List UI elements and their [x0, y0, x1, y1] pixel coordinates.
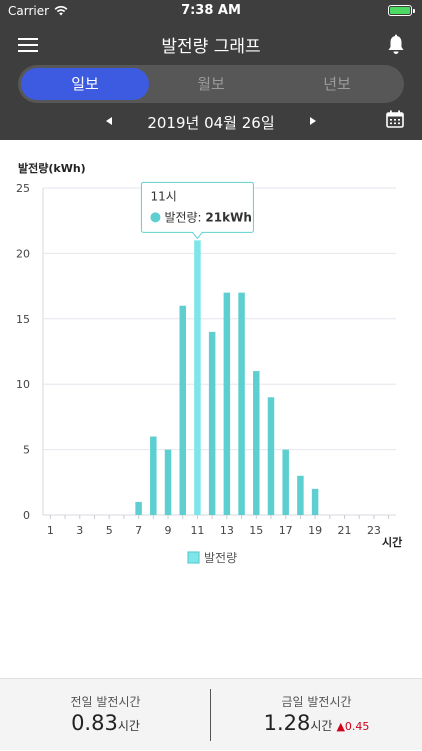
- bar-hour-11: [194, 240, 201, 515]
- y-tick-label: 15: [16, 313, 30, 326]
- status-left: Carrier: [8, 4, 68, 18]
- x-tick-label: 17: [279, 524, 293, 537]
- x-tick-label: 13: [220, 524, 234, 537]
- x-tick-label: 19: [308, 524, 322, 537]
- bar-hour-10: [179, 305, 186, 515]
- bar-hour-13: [223, 292, 231, 515]
- bar-hour-16: [267, 397, 275, 515]
- today-value-line: 1.28시간 ▲0.45: [211, 711, 422, 735]
- today-summary: 금일 발전시간 1.28시간 ▲0.45: [211, 679, 422, 751]
- x-tick-label: 23: [367, 524, 381, 537]
- today-delta: ▲0.45: [336, 720, 369, 733]
- x-tick-label: 21: [338, 524, 352, 537]
- tooltip-series-name: 발전량:: [164, 210, 205, 224]
- tab-yearly[interactable]: 년보: [323, 75, 351, 93]
- today-unit: 시간: [310, 719, 333, 733]
- date-label: 2019년 04월 26일: [147, 114, 275, 132]
- period-segmented-control: 일보 월보 년보: [18, 65, 404, 103]
- bar-hour-18: [297, 475, 304, 515]
- x-tick-label: 15: [249, 524, 263, 537]
- status-bar: Carrier 7:38 AM: [0, 0, 422, 22]
- x-axis-title: 시간: [382, 535, 402, 549]
- battery-cap: [413, 9, 415, 13]
- bar-hour-19: [311, 488, 319, 515]
- bell-icon[interactable]: [386, 34, 406, 56]
- bar-hour-14: [238, 292, 245, 515]
- page-title: 발전량 그래프: [161, 37, 261, 57]
- previous-day-summary: 전일 발전시간 0.83시간: [0, 679, 211, 751]
- tooltip-dot: [150, 212, 161, 223]
- header: Carrier 7:38 AM 발전량 그래프 일보 월보 년보 2019년 0…: [0, 0, 422, 140]
- y-tick-label: 25: [16, 182, 30, 195]
- tooltip-title: 11시: [150, 189, 176, 203]
- tooltip-pointer: [192, 231, 203, 240]
- calendar-icon[interactable]: [386, 110, 404, 128]
- today-label: 금일 발전시간: [281, 695, 352, 709]
- bar-hour-17: [282, 449, 289, 515]
- x-tick-label: 9: [165, 524, 172, 537]
- status-time: 7:38 AM: [181, 3, 241, 18]
- tab-monthly[interactable]: 월보: [197, 75, 225, 93]
- today-delta-value: 0.45: [344, 720, 370, 733]
- bar-hour-12: [208, 331, 216, 515]
- next-date-button[interactable]: [310, 117, 316, 125]
- hamburger-menu-icon[interactable]: [18, 38, 38, 52]
- battery-icon: [388, 5, 415, 16]
- today-value: 1.28: [263, 711, 311, 735]
- previous-day-value: 0.83: [71, 711, 118, 735]
- wifi-icon: [54, 6, 68, 16]
- x-tick-label: 5: [106, 524, 113, 537]
- y-tick-label: 0: [23, 509, 30, 522]
- x-tick-label: 11: [190, 524, 204, 537]
- carrier-label: Carrier: [8, 4, 50, 18]
- x-tick-label: 3: [76, 524, 83, 537]
- legend-label: 발전량: [204, 551, 237, 565]
- previous-day-value-line: 0.83시간: [0, 711, 211, 735]
- battery-fill: [390, 7, 410, 14]
- y-axis-title: 발전량(kWh): [18, 161, 86, 175]
- previous-day-label: 전일 발전시간: [70, 695, 141, 709]
- legend-swatch: [187, 551, 200, 564]
- previous-day-unit: 시간: [117, 719, 140, 733]
- tooltip-value: 21kWh: [205, 210, 251, 224]
- date-selector: 2019년 04월 26일: [0, 110, 422, 136]
- x-tick-label: 7: [135, 524, 142, 537]
- nav-bar: 발전량 그래프: [0, 28, 422, 60]
- bar-hour-9: [164, 449, 172, 515]
- previous-date-button[interactable]: [106, 117, 112, 125]
- bar-hour-7: [135, 501, 142, 515]
- y-tick-label: 5: [23, 444, 30, 457]
- y-tick-label: 10: [16, 378, 30, 391]
- tab-daily[interactable]: 일보: [21, 68, 149, 100]
- up-arrow-icon: ▲: [336, 720, 345, 733]
- x-tick-label: 1: [47, 524, 54, 537]
- bar-hour-15: [253, 371, 260, 515]
- summary-footer: 전일 발전시간 0.83시간 금일 발전시간 1.28시간 ▲0.45: [0, 678, 422, 750]
- footer-divider: [210, 689, 211, 741]
- tooltip-series-line: 발전량: 21kWh: [164, 210, 251, 224]
- bar-hour-8: [150, 436, 157, 515]
- y-tick-label: 20: [16, 247, 30, 260]
